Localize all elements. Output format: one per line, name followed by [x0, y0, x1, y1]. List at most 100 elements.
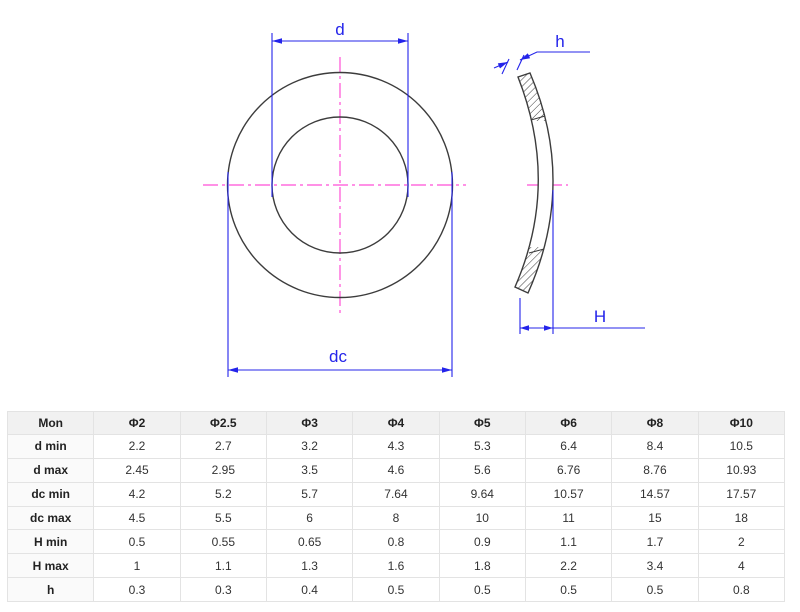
spec-row-label: dc min [6, 481, 95, 507]
spec-value-cell: 1 [93, 553, 181, 579]
spec-value-cell: 5.5 [179, 505, 267, 531]
spec-value-cell: 6.4 [524, 434, 613, 459]
table-row: H max 1 1.1 1.3 1.6 1.8 2.2 3.4 4 [6, 553, 786, 579]
spec-value-cell: 6 [265, 505, 354, 531]
hatch-boundary-bottom [528, 248, 545, 254]
spec-size-header: Φ4 [352, 411, 440, 435]
spec-value-cell: 0.3 [179, 577, 267, 602]
spec-value-cell: 1.1 [524, 529, 613, 555]
spec-value-cell: 1.6 [352, 553, 440, 579]
dimension-H [519, 190, 645, 334]
H-dimension-label: H [594, 307, 606, 326]
d-dimension-label: d [335, 20, 344, 39]
spec-value-cell: 8.76 [611, 457, 699, 483]
side-view: h H [493, 32, 645, 334]
arrowhead-left [520, 325, 529, 331]
spec-value-cell: 1.7 [611, 529, 699, 555]
spec-value-cell: 4.2 [93, 481, 181, 507]
spec-value-cell: 0.55 [179, 529, 267, 555]
spec-value-cell: 2.45 [93, 457, 181, 483]
spec-value-cell: 9.64 [438, 481, 526, 507]
spec-value-cell: 5.7 [265, 481, 354, 507]
spec-value-cell: 3.5 [265, 457, 354, 483]
dimension-h [493, 51, 590, 75]
h-dimension-label: h [555, 32, 564, 51]
spec-table: Mon Φ2 Φ2.5 Φ3 Φ4 Φ5 Φ6 Φ8 Φ10 d min 2.2 2.7 3.2 4.3… [6, 411, 786, 602]
spec-value-cell: 1.3 [265, 553, 354, 579]
spec-value-cell: 5.6 [438, 457, 526, 483]
spec-value-cell: 10.93 [697, 457, 786, 483]
arrowhead-right [544, 325, 553, 331]
spec-row-label: d min [6, 434, 95, 459]
spec-value-cell: 2.2 [524, 553, 613, 579]
spec-value-cell: 11 [524, 505, 613, 531]
spec-value-cell: 3.4 [611, 553, 699, 579]
table-row: h 0.3 0.3 0.4 0.5 0.5 0.5 0.5 0.8 [6, 577, 786, 602]
leader-line [519, 51, 590, 61]
spec-size-header: Φ3 [265, 411, 354, 435]
table-row: dc max 4.5 5.5 6 8 10 11 15 18 [6, 505, 786, 531]
spec-value-cell: 4.5 [93, 505, 181, 531]
spec-value-cell: 15 [611, 505, 699, 531]
spec-value-cell: 0.4 [265, 577, 354, 602]
dimension-dc [227, 172, 453, 377]
dc-dimension-label: dc [329, 347, 347, 366]
tick-mark [516, 54, 525, 71]
spec-value-cell: 14.57 [611, 481, 699, 507]
spec-value-cell: 8.4 [611, 434, 699, 459]
spec-value-cell: 5.3 [438, 434, 526, 459]
spec-row-label: H min [6, 529, 95, 555]
front-view: d dc [203, 20, 466, 377]
table-header-row: Mon Φ2 Φ2.5 Φ3 Φ4 Φ5 Φ6 Φ8 Φ10 [6, 411, 786, 435]
spec-row-label: d max [6, 457, 95, 483]
table-row: d min 2.2 2.7 3.2 4.3 5.3 6.4 8.4 10.5 [6, 434, 786, 459]
spec-value-cell: 0.5 [611, 577, 699, 602]
spec-value-cell: 0.8 [352, 529, 440, 555]
spec-size-header: Φ2 [93, 411, 181, 435]
table-row: dc min 4.2 5.2 5.7 7.64 9.64 10.57 14.57 17.57 [6, 481, 786, 507]
spec-size-header: Φ6 [524, 411, 613, 435]
spec-value-cell: 3.2 [265, 434, 354, 459]
spec-size-header: Φ8 [611, 411, 699, 435]
spec-value-cell: 0.5 [352, 577, 440, 602]
tick-mark [501, 58, 510, 75]
spec-size-header: Φ10 [697, 411, 786, 435]
spec-value-cell: 4 [697, 553, 786, 579]
spec-row-label: H max [6, 553, 95, 579]
spec-value-cell: 0.5 [438, 577, 526, 602]
spec-corner-header: Mon [6, 411, 95, 435]
spec-value-cell: 2.2 [93, 434, 181, 459]
technical-drawing: d dc [203, 20, 645, 377]
spec-value-cell: 17.57 [697, 481, 786, 507]
spec-value-cell: 2.95 [179, 457, 267, 483]
spec-value-cell: 4.3 [352, 434, 440, 459]
spec-value-cell: 6.76 [524, 457, 613, 483]
spec-value-cell: 10 [438, 505, 526, 531]
spec-value-cell: 0.5 [93, 529, 181, 555]
spec-value-cell: 0.8 [697, 577, 786, 602]
spec-value-cell: 0.5 [524, 577, 613, 602]
spec-value-cell: 4.6 [352, 457, 440, 483]
spec-value-cell: 1.1 [179, 553, 267, 579]
spec-value-cell: 18 [697, 505, 786, 531]
table-row: H min 0.5 0.55 0.65 0.8 0.9 1.1 1.7 2 [6, 529, 786, 555]
spec-value-cell: 0.3 [93, 577, 181, 602]
spec-value-cell: 0.9 [438, 529, 526, 555]
hatch-boundary-top [530, 115, 546, 121]
spec-row-label: dc max [6, 505, 95, 531]
arrow-line [493, 61, 509, 69]
dimension-d [271, 33, 409, 197]
spec-value-cell: 0.65 [265, 529, 354, 555]
spec-value-cell: 10.57 [524, 481, 613, 507]
spec-value-cell: 2 [697, 529, 786, 555]
spec-value-cell: 2.7 [179, 434, 267, 459]
spec-row-label: h [6, 577, 95, 602]
spec-value-cell: 7.64 [352, 481, 440, 507]
spec-value-cell: 5.2 [179, 481, 267, 507]
spec-value-cell: 8 [352, 505, 440, 531]
spec-value-cell: 1.8 [438, 553, 526, 579]
table-row: d max 2.45 2.95 3.5 4.6 5.6 6.76 8.76 10.93 [6, 457, 786, 483]
spec-value-cell: 10.5 [697, 434, 786, 459]
spec-size-header: Φ5 [438, 411, 526, 435]
